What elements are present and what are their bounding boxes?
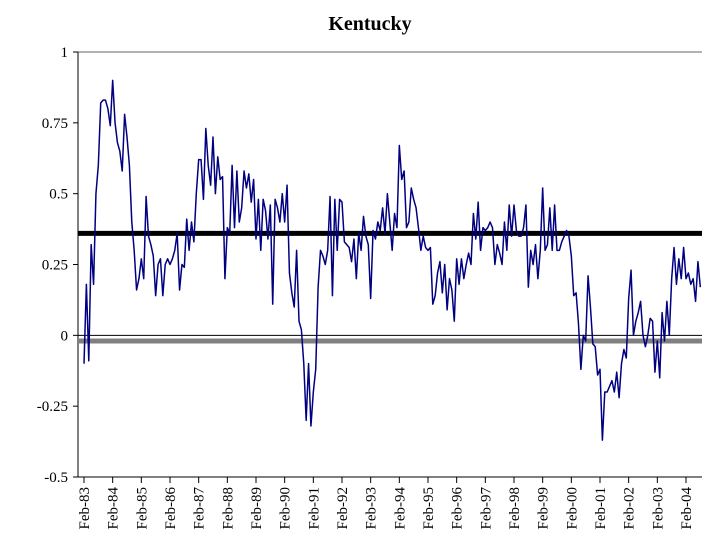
x-tick-label: Feb-02 bbox=[622, 487, 638, 530]
data-line bbox=[83, 79, 702, 441]
x-tick-label: Feb-93 bbox=[364, 487, 380, 530]
y-tick-label: 0.25 bbox=[42, 258, 68, 274]
x-tick-label: Feb-03 bbox=[650, 487, 666, 530]
y-tick-label: 0 bbox=[61, 328, 69, 344]
x-tick-label: Feb-92 bbox=[335, 487, 351, 530]
x-tick-label: Feb-85 bbox=[134, 487, 150, 530]
x-tick-label: Feb-98 bbox=[507, 487, 523, 530]
x-tick-label: Feb-04 bbox=[679, 487, 695, 530]
x-tick-label: Feb-88 bbox=[220, 487, 236, 530]
x-tick-label: Feb-89 bbox=[249, 487, 265, 530]
x-tick-label: Feb-01 bbox=[593, 487, 609, 530]
y-tick-label: 0.75 bbox=[42, 116, 68, 132]
x-tick-label: Feb-99 bbox=[536, 487, 552, 530]
x-tick-label: Feb-96 bbox=[450, 487, 466, 530]
x-tick-label: Feb-84 bbox=[106, 487, 122, 530]
y-tick-label: 1 bbox=[61, 45, 69, 61]
x-tick-label: Feb-95 bbox=[421, 487, 437, 530]
x-tick-label: Feb-00 bbox=[564, 487, 580, 530]
x-tick-label: Feb-86 bbox=[163, 487, 179, 530]
x-tick-label: Feb-94 bbox=[392, 487, 408, 530]
x-tick-label: Feb-87 bbox=[192, 487, 208, 530]
y-tick-label: -0.5 bbox=[44, 470, 68, 486]
y-tick-label: 0.5 bbox=[49, 187, 68, 203]
x-tick-label: Feb-97 bbox=[478, 487, 494, 530]
x-tick-label: Feb-83 bbox=[77, 487, 93, 530]
y-tick-label: -0.25 bbox=[37, 399, 68, 415]
x-tick-label: Feb-90 bbox=[278, 487, 294, 530]
chart-title: Kentucky bbox=[328, 13, 411, 35]
x-tick-label: Feb-91 bbox=[306, 487, 322, 530]
